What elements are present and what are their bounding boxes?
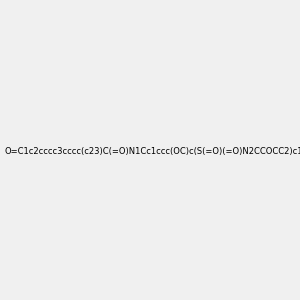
Text: O=C1c2cccc3cccc(c23)C(=O)N1Cc1ccc(OC)c(S(=O)(=O)N2CCOCC2)c1: O=C1c2cccc3cccc(c23)C(=O)N1Cc1ccc(OC)c(S… bbox=[4, 147, 300, 156]
